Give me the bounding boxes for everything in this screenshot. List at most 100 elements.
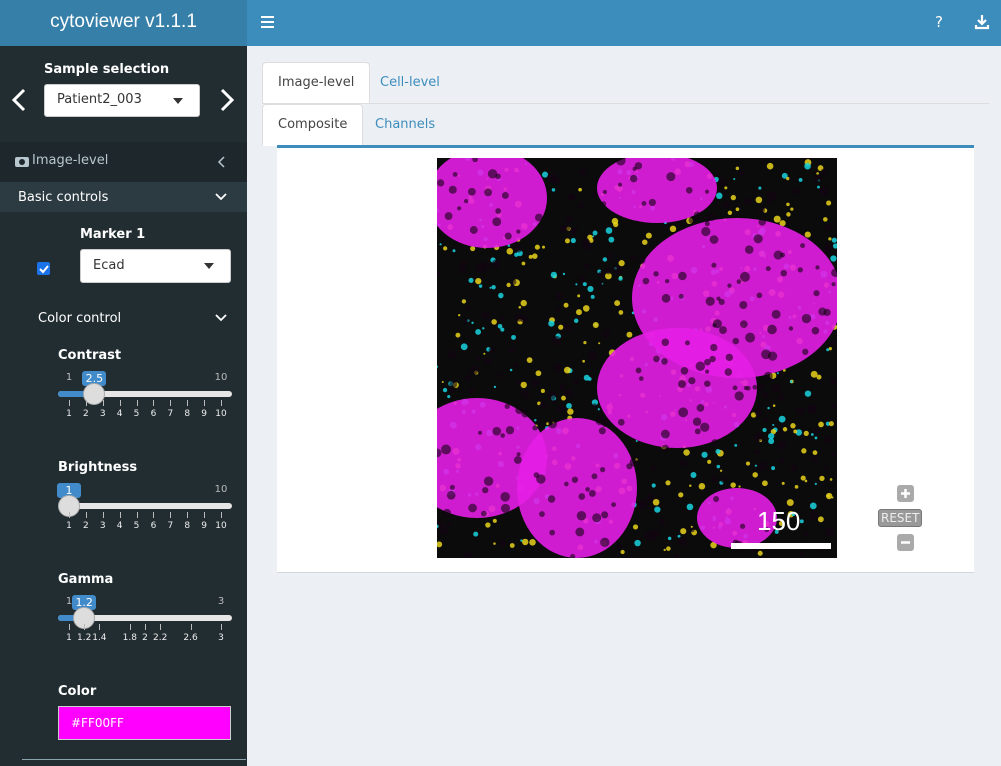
- image-texture: [696, 404, 705, 412]
- image-texture: [492, 217, 502, 227]
- image-texture: [743, 385, 748, 391]
- image-texture: [595, 416, 605, 426]
- image-texture: [761, 349, 771, 360]
- slider-tick: [170, 512, 172, 518]
- help-button[interactable]: ?: [935, 13, 943, 31]
- image-texture: [618, 260, 625, 267]
- image-texture: [683, 449, 690, 456]
- image-texture: [713, 496, 720, 502]
- image-texture: [688, 216, 697, 225]
- image-texture: [757, 460, 768, 471]
- zoom-in[interactable]: [897, 485, 915, 503]
- composite-image[interactable]: [437, 158, 837, 558]
- tab[interactable]: Cell-level: [380, 75, 440, 90]
- image-texture: [489, 286, 492, 289]
- tab[interactable]: Image-level: [262, 62, 371, 104]
- image-texture: [757, 383, 765, 391]
- basic-controls[interactable]: Basic controls: [0, 182, 247, 212]
- slider-track[interactable]: [58, 503, 232, 509]
- image-texture: [812, 428, 820, 435]
- image-texture: [819, 186, 828, 195]
- image-texture: [488, 347, 495, 354]
- download-button[interactable]: [974, 14, 990, 30]
- prev-sample[interactable]: [10, 88, 28, 112]
- image-texture: [443, 508, 451, 517]
- menu-toggle[interactable]: [261, 15, 275, 29]
- image-texture: [768, 433, 775, 440]
- image-texture: [472, 158, 478, 163]
- image-texture: [583, 262, 591, 270]
- image-texture: [645, 493, 655, 503]
- slider-track[interactable]: [58, 615, 232, 621]
- slider-tick: [190, 624, 192, 630]
- sample-select[interactable]: Patient2_003: [44, 84, 200, 117]
- slider-tick: [204, 512, 206, 518]
- reset-button[interactable]: RESET: [878, 509, 923, 527]
- slider-label: Contrast: [58, 348, 122, 363]
- image-texture: [582, 359, 585, 363]
- slider-tick: [145, 624, 146, 630]
- image-texture: [469, 226, 478, 234]
- slider-track[interactable]: [58, 391, 232, 397]
- image-texture: [611, 502, 617, 508]
- image-texture: [786, 176, 790, 181]
- image-texture: [617, 182, 623, 187]
- image-texture: [763, 371, 773, 381]
- section-header[interactable]: Image-level: [0, 142, 247, 182]
- zoom-out[interactable]: [897, 534, 915, 552]
- image-texture: [516, 452, 521, 457]
- image-texture: [487, 169, 498, 179]
- image-texture: [757, 550, 763, 556]
- subtab[interactable]: Channels: [375, 117, 436, 132]
- image-texture: [765, 266, 771, 272]
- image-texture: [752, 384, 758, 390]
- image-texture: [520, 381, 527, 389]
- image-texture: [501, 192, 509, 199]
- image-texture: [756, 292, 763, 299]
- image-texture: [740, 320, 748, 329]
- slider-min: 1: [65, 372, 73, 383]
- image-texture: [570, 553, 576, 558]
- image-texture: [711, 262, 717, 268]
- image-texture: [766, 199, 772, 205]
- image-texture: [475, 277, 482, 285]
- image-texture: [786, 202, 790, 207]
- image-texture: [828, 237, 832, 241]
- marker-checkbox[interactable]: [37, 262, 51, 276]
- image-texture: [602, 189, 608, 195]
- image-texture: [777, 393, 786, 402]
- slider-tick-label: 1: [66, 521, 72, 531]
- image-texture: [634, 162, 643, 170]
- image-texture: [804, 479, 808, 483]
- image-texture: [666, 546, 671, 551]
- image-texture: [541, 245, 546, 249]
- image-texture: [437, 158, 547, 248]
- color-control-title[interactable]: Color control: [38, 311, 122, 326]
- image-texture: [579, 167, 587, 176]
- image-texture: [520, 299, 527, 307]
- next-sample[interactable]: [218, 88, 236, 112]
- image-texture: [528, 254, 533, 259]
- image-texture: [534, 244, 540, 250]
- subtab[interactable]: Composite: [262, 104, 364, 146]
- image-texture: [754, 408, 763, 417]
- image-texture: [829, 478, 833, 481]
- image-texture: [613, 265, 623, 275]
- image-texture: [818, 421, 824, 428]
- image-texture: [637, 501, 645, 509]
- image-texture: [605, 227, 613, 234]
- image-texture: [526, 357, 533, 363]
- slider-handle[interactable]: [83, 383, 106, 405]
- image-texture: [534, 418, 537, 422]
- image-texture: [459, 266, 467, 274]
- marker-select[interactable]: Ecad: [80, 249, 231, 283]
- main: Image-level Cell-level Composite Channel…: [247, 46, 1001, 766]
- marker-value: Ecad: [93, 258, 125, 273]
- image-texture: [515, 406, 524, 414]
- slider-tick: [160, 624, 162, 630]
- image-texture: [521, 410, 529, 418]
- slider-tick: [136, 400, 138, 406]
- color-input[interactable]: #FF00FF: [58, 706, 231, 740]
- slider-max: 10: [214, 372, 228, 383]
